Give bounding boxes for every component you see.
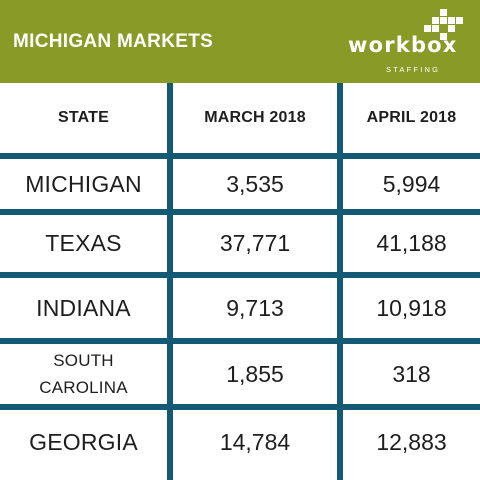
- table-cell-march: 1,855: [226, 360, 284, 387]
- table-cell-march: 9,713: [226, 294, 284, 321]
- table-cell-march: 3,535: [226, 170, 284, 197]
- table-cell-april: 5,994: [382, 170, 441, 197]
- table-cell-april: 318: [392, 360, 431, 387]
- table-cell-state: INDIANA: [36, 294, 131, 321]
- table-cell-state: TEXAS: [45, 230, 122, 256]
- logo-wordmark: workbox: [348, 33, 458, 57]
- header-banner: MICHIGAN MARKETS workbox STAFFING: [0, 0, 480, 83]
- row-divider: [0, 338, 480, 344]
- column-divider: [337, 83, 343, 480]
- table-cell-april: 10,918: [376, 294, 447, 321]
- workbox-logo-mark-icon: [424, 9, 472, 43]
- row-divider: [0, 209, 480, 215]
- column-header-april: APRIL 2018: [366, 109, 457, 126]
- column-divider: [167, 83, 173, 480]
- column-header-march: MARCH 2018: [204, 109, 306, 126]
- table-cell-state: SOUTH CAROLINA: [0, 344, 167, 404]
- row-divider: [0, 404, 480, 410]
- state-line: SOUTH: [53, 351, 114, 370]
- page-title: MICHIGAN MARKETS: [13, 31, 214, 52]
- table-cell-april: 41,188: [376, 230, 447, 256]
- table-cell-march: 14,784: [219, 428, 291, 455]
- table-cell-state: GEORGIA: [29, 428, 138, 455]
- table-cell-april: 12,883: [376, 428, 447, 455]
- row-divider: [0, 272, 480, 278]
- column-header-state: STATE: [57, 109, 110, 126]
- table-cell-state: MICHIGAN: [25, 170, 142, 197]
- logo-subtitle: STAFFING: [386, 65, 441, 74]
- row-divider: [0, 153, 480, 159]
- table-cell-march: 37,771: [219, 230, 291, 256]
- state-line: CAROLINA: [39, 378, 128, 397]
